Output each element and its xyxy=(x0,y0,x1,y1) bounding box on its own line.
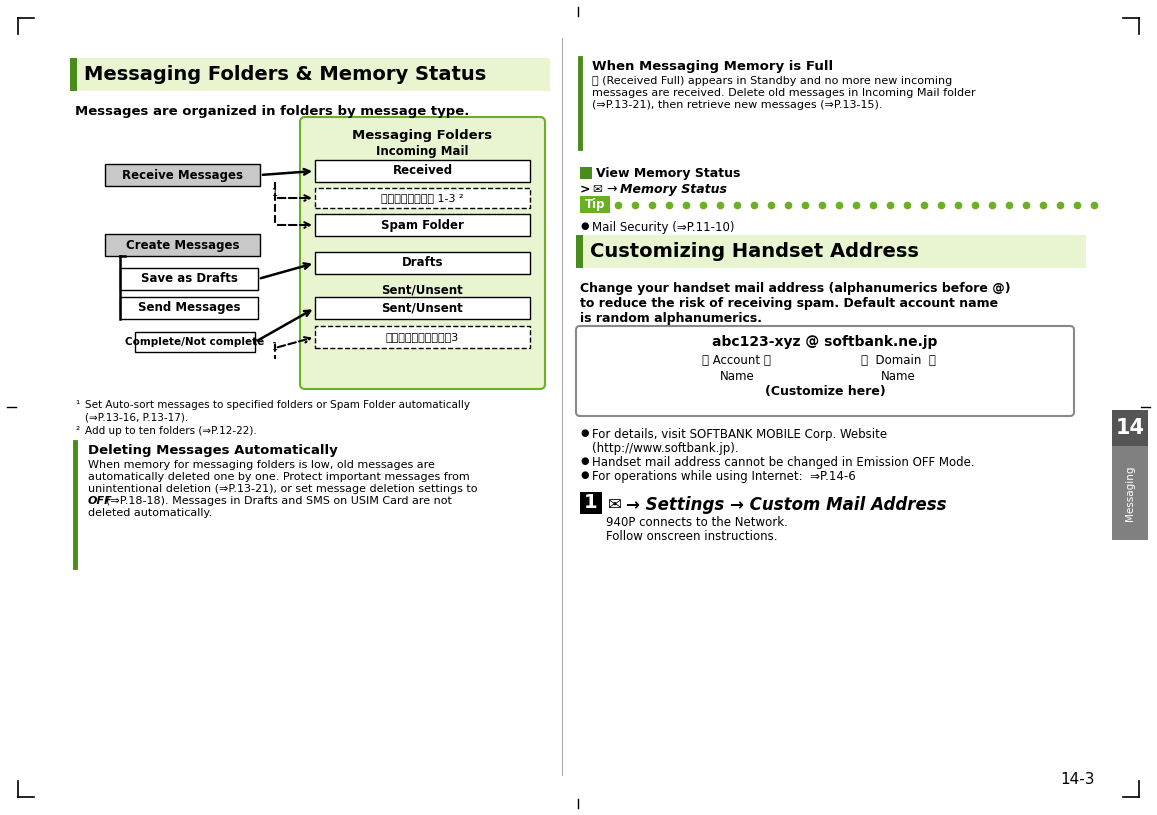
FancyBboxPatch shape xyxy=(71,58,78,91)
Text: Change your handset mail address (alphanumerics before @): Change your handset mail address (alphan… xyxy=(580,282,1010,295)
FancyBboxPatch shape xyxy=(580,167,592,179)
Text: Memory Status: Memory Status xyxy=(620,183,727,196)
Text: Complete/Not complete: Complete/Not complete xyxy=(125,337,265,347)
Text: OFF: OFF xyxy=(88,496,112,506)
Text: to reduce the risk of receiving spam. Default account name: to reduce the risk of receiving spam. De… xyxy=(580,297,998,310)
FancyBboxPatch shape xyxy=(315,160,530,182)
Text: Save as Drafts: Save as Drafts xyxy=(140,272,237,285)
FancyBboxPatch shape xyxy=(315,214,530,236)
FancyBboxPatch shape xyxy=(120,268,258,290)
Text: View Memory Status: View Memory Status xyxy=(596,167,740,180)
FancyBboxPatch shape xyxy=(105,234,260,256)
Text: ✉: ✉ xyxy=(592,183,602,196)
Text: Send Messages: Send Messages xyxy=(138,302,241,315)
FancyBboxPatch shape xyxy=(315,297,530,319)
Text: Drafts: Drafts xyxy=(401,257,443,270)
Text: Incoming Mail: Incoming Mail xyxy=(376,146,469,158)
FancyBboxPatch shape xyxy=(576,235,583,268)
Text: 940P connects to the Network.: 940P connects to the Network. xyxy=(606,516,788,529)
Text: Messages are organized in folders by message type.: Messages are organized in folders by mes… xyxy=(75,105,470,118)
Text: (Customize here): (Customize here) xyxy=(765,385,885,399)
Text: Spam Folder: Spam Folder xyxy=(381,218,464,231)
Text: >: > xyxy=(580,183,590,196)
Text: Create Messages: Create Messages xyxy=(126,239,239,252)
Text: abc123-xyz @ softbank.ne.jp: abc123-xyz @ softbank.ne.jp xyxy=(713,335,937,349)
Text: For details, visit SOFTBANK MOBILE Corp. Website: For details, visit SOFTBANK MOBILE Corp.… xyxy=(592,428,887,441)
FancyBboxPatch shape xyxy=(315,188,530,208)
FancyBboxPatch shape xyxy=(300,117,545,389)
Text: automatically deleted one by one. Protect important messages from: automatically deleted one by one. Protec… xyxy=(88,472,470,482)
FancyBboxPatch shape xyxy=(1112,446,1148,540)
Text: (⇒P.13-21), then retrieve new messages (⇒P.13-15).: (⇒P.13-21), then retrieve new messages (… xyxy=(592,100,883,110)
FancyBboxPatch shape xyxy=(580,492,602,514)
Text: Messaging Folders & Memory Status: Messaging Folders & Memory Status xyxy=(84,65,486,84)
Text: deleted automatically.: deleted automatically. xyxy=(88,508,212,518)
Text: (http://www.softbank.jp).: (http://www.softbank.jp). xyxy=(592,442,738,455)
FancyBboxPatch shape xyxy=(576,235,1086,268)
Text: unintentional deletion (⇒P.13-21), or set message deletion settings to: unintentional deletion (⇒P.13-21), or se… xyxy=(88,484,478,494)
FancyBboxPatch shape xyxy=(135,332,255,352)
Text: 14: 14 xyxy=(1115,418,1144,438)
Text: (⇒P.18-18). Messages in Drafts and SMS on USIM Card are not: (⇒P.18-18). Messages in Drafts and SMS o… xyxy=(106,496,452,506)
Text: ¹: ¹ xyxy=(75,400,79,410)
Text: Messaging: Messaging xyxy=(1125,465,1135,521)
Text: messages are received. Delete old messages in Incoming Mail folder: messages are received. Delete old messag… xyxy=(592,88,975,98)
Text: →: → xyxy=(606,183,617,196)
Text: ⎙ (Received Full) appears in Standby and no more new incoming: ⎙ (Received Full) appears in Standby and… xyxy=(592,76,952,86)
Text: Tip: Tip xyxy=(584,198,605,211)
Text: Name: Name xyxy=(720,369,754,382)
FancyBboxPatch shape xyxy=(580,196,610,213)
Text: (⇒P.13-16, P.13-17).: (⇒P.13-16, P.13-17). xyxy=(84,412,189,422)
Text: ²: ² xyxy=(75,426,79,436)
Text: Messaging Folders: Messaging Folders xyxy=(353,129,493,142)
Text: 1: 1 xyxy=(272,342,278,352)
Text: ✉: ✉ xyxy=(607,496,621,514)
FancyBboxPatch shape xyxy=(120,297,258,319)
Text: Mail Security (⇒P.11-10): Mail Security (⇒P.11-10) xyxy=(592,221,735,234)
FancyBboxPatch shape xyxy=(71,58,550,91)
Text: Follow onscreen instructions.: Follow onscreen instructions. xyxy=(606,530,778,543)
Text: ⎸  Domain  ⎿: ⎸ Domain ⎿ xyxy=(861,354,936,367)
Text: Set Auto-sort messages to specified folders or Spam Folder automatically: Set Auto-sort messages to specified fold… xyxy=(84,400,470,410)
Text: Deleting Messages Automatically: Deleting Messages Automatically xyxy=(88,444,338,457)
Text: Receive Messages: Receive Messages xyxy=(121,169,243,182)
Text: Handset mail address cannot be changed in Emission OFF Mode.: Handset mail address cannot be changed i… xyxy=(592,456,974,469)
Text: Sent/Unsent: Sent/Unsent xyxy=(382,302,463,315)
FancyBboxPatch shape xyxy=(105,164,260,186)
Text: ユーザーフォルダ１〜3: ユーザーフォルダ１〜3 xyxy=(386,332,459,342)
Text: 1: 1 xyxy=(584,494,598,513)
Text: For operations while using Internet:  ⇒P.14-6: For operations while using Internet: ⇒P.… xyxy=(592,470,856,483)
Text: Received: Received xyxy=(392,165,452,178)
Text: Name: Name xyxy=(882,369,916,382)
Text: Customizing Handset Address: Customizing Handset Address xyxy=(590,242,919,261)
Text: ⎸ Account ⎿: ⎸ Account ⎿ xyxy=(702,354,772,367)
Text: ●: ● xyxy=(580,470,589,480)
FancyBboxPatch shape xyxy=(315,252,530,274)
Text: → Settings → Custom Mail Address: → Settings → Custom Mail Address xyxy=(626,496,946,514)
Text: 1: 1 xyxy=(272,188,278,198)
Text: When Messaging Memory is Full: When Messaging Memory is Full xyxy=(592,60,833,73)
Text: ●: ● xyxy=(580,428,589,438)
Text: Sent/Unsent: Sent/Unsent xyxy=(382,284,463,297)
Text: Add up to ten folders (⇒P.12-22).: Add up to ten folders (⇒P.12-22). xyxy=(84,426,257,436)
Text: ユーザーフォルダ 1-3 ²: ユーザーフォルダ 1-3 ² xyxy=(382,193,464,203)
Text: is random alphanumerics.: is random alphanumerics. xyxy=(580,312,762,325)
Text: When memory for messaging folders is low, old messages are: When memory for messaging folders is low… xyxy=(88,460,435,470)
FancyBboxPatch shape xyxy=(1112,410,1148,446)
Text: ●: ● xyxy=(580,221,589,231)
FancyBboxPatch shape xyxy=(576,326,1074,416)
Text: 14-3: 14-3 xyxy=(1061,772,1095,787)
FancyBboxPatch shape xyxy=(315,326,530,348)
Text: ●: ● xyxy=(580,456,589,466)
